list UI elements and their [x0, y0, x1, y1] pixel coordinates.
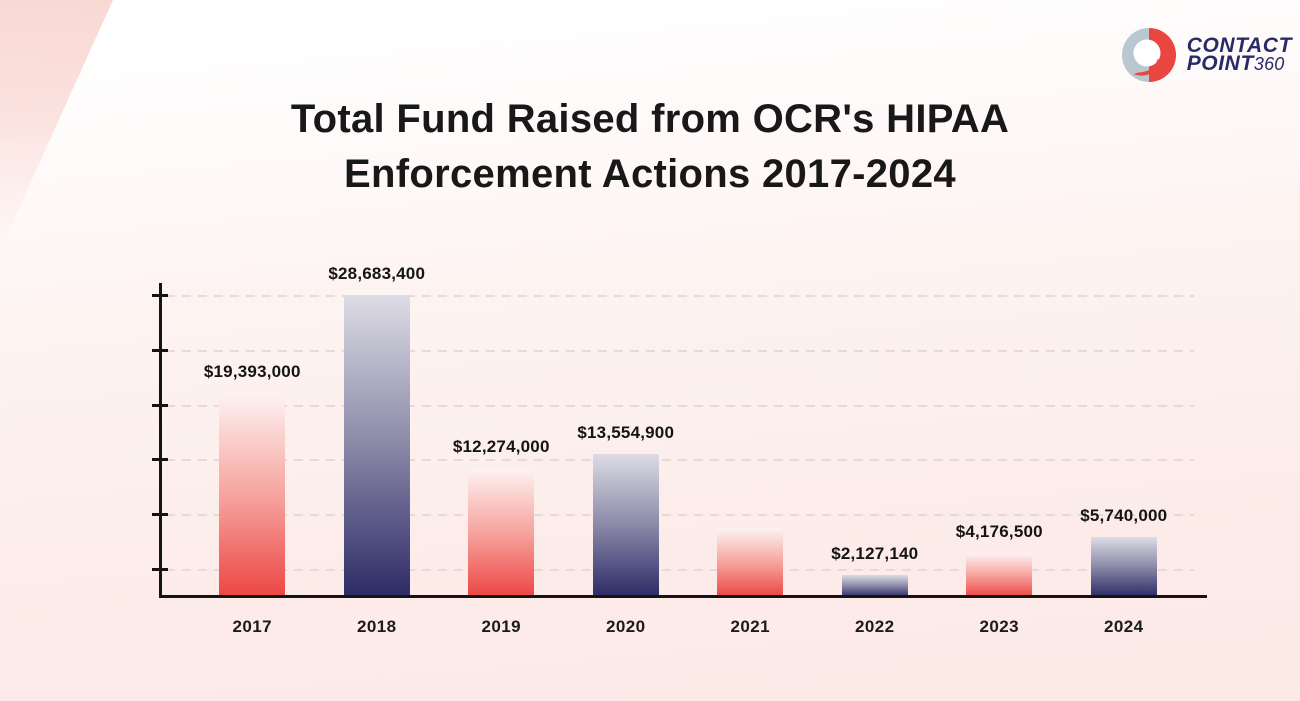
bar-2024	[1090, 537, 1157, 597]
gridline	[166, 459, 1194, 461]
chart-title-line1: Total Fund Raised from OCR's HIPAA	[290, 97, 1010, 141]
value-label-2017: $19,393,000	[203, 362, 301, 381]
bar-2017	[219, 393, 286, 597]
gridline	[166, 350, 1194, 352]
x-axis-label-2020: 2020	[606, 617, 646, 636]
x-axis-label-2022: 2022	[855, 617, 895, 636]
bar-slot-2022: $2,127,140 2022	[813, 295, 938, 636]
bar-slot-2021: 2021	[688, 295, 813, 636]
x-axis-label-2017: 2017	[232, 617, 272, 636]
logo-word-point: POINT	[1186, 52, 1254, 75]
value-label-2023: $4,176,500	[955, 522, 1043, 541]
y-axis-tick	[152, 349, 168, 352]
x-axis-label-2018: 2018	[357, 617, 397, 636]
value-label-2022: $2,127,140	[831, 544, 919, 563]
bar-slot-2019: $12,274,000 2019	[439, 295, 564, 636]
value-label-2020: $13,554,900	[577, 423, 675, 442]
logo-word-contact: CONTACT	[1186, 34, 1292, 57]
y-axis-tick	[152, 294, 168, 297]
value-label-2019: $12,274,000	[452, 437, 550, 456]
chart-title-line2: Enforcement Actions 2017-2024	[344, 152, 956, 196]
y-axis-tick	[152, 513, 168, 516]
bar-2021	[717, 528, 784, 597]
bar-slot-2024: $5,740,000 2024	[1062, 295, 1187, 636]
x-axis-label-2023: 2023	[979, 617, 1019, 636]
chart-title: Total Fund Raised from OCR's HIPAA Enfor…	[0, 92, 1300, 202]
gridline	[166, 405, 1194, 407]
bar-slot-2018: $28,683,400 2018	[315, 264, 440, 636]
bar-slot-2017: $19,393,000 2017	[190, 295, 315, 636]
x-axis-label-2024: 2024	[1104, 617, 1144, 636]
gridline	[166, 295, 1194, 297]
gridline	[166, 569, 1194, 571]
y-axis	[159, 283, 162, 598]
y-axis-ticks	[152, 294, 168, 597]
y-axis-tick	[152, 458, 168, 461]
bar-2019	[468, 468, 535, 597]
bar-slot-2023: $4,176,500 2023	[937, 295, 1062, 636]
bar-2018	[343, 295, 410, 597]
logo-wordmark: CONTACT POINT 360	[1186, 34, 1292, 75]
gridline	[166, 514, 1194, 516]
x-axis-label-2019: 2019	[481, 617, 521, 636]
x-axis	[159, 595, 1207, 598]
x-axis-label-2021: 2021	[730, 617, 770, 636]
logo-word-360: 360	[1253, 54, 1285, 74]
bar-2020	[592, 454, 659, 597]
bar-2023	[966, 553, 1033, 597]
bar-slot-2020: $13,554,900 2020	[564, 295, 689, 636]
value-label-2024: $5,740,000	[1080, 506, 1168, 525]
bars-row: $19,393,000 2017 $28,683,400 2018 $12,274,00…	[190, 264, 1187, 636]
y-axis-tick	[152, 568, 168, 571]
gridlines	[166, 295, 1194, 597]
value-label-2018: $28,683,400	[328, 264, 426, 283]
contactpoint360-swirl-icon	[1121, 28, 1176, 82]
bar-2022	[841, 575, 908, 597]
y-axis-tick	[152, 404, 168, 407]
contactpoint360-logo: CONTACT POINT 360	[1121, 27, 1292, 83]
